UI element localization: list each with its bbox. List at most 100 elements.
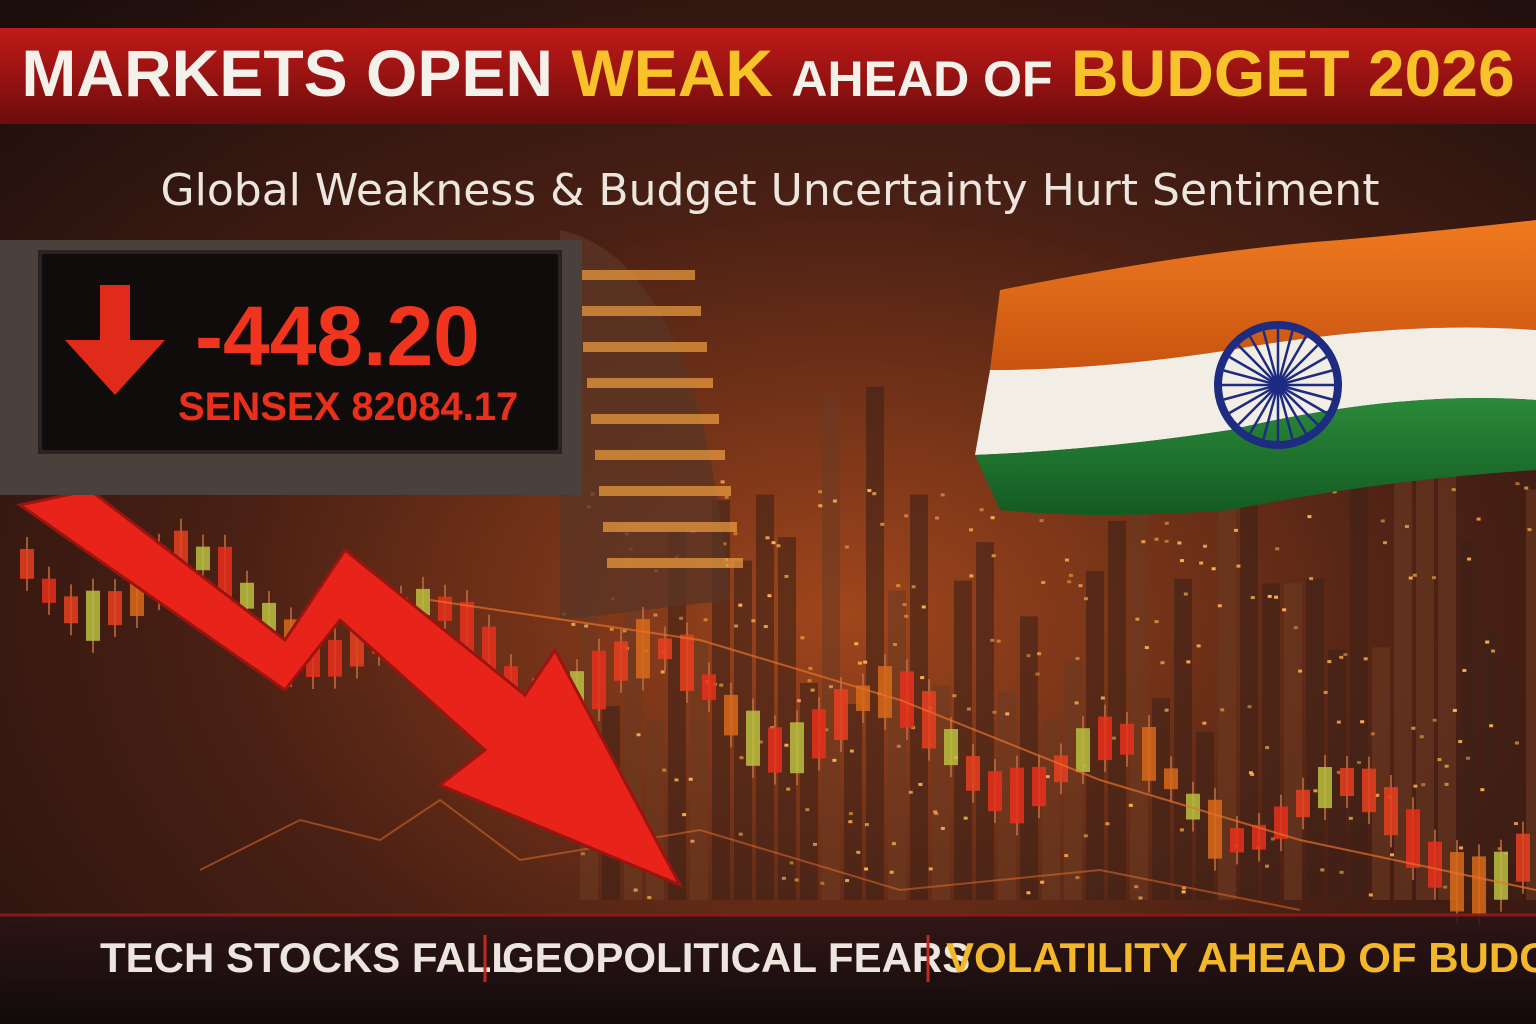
window-light [1154,537,1159,541]
floor-band [575,270,695,280]
window-light [1432,576,1437,580]
window-light [911,585,916,589]
window-light [1041,581,1046,585]
window-light [1465,756,1470,760]
window-light [1074,701,1079,705]
window-light [767,594,772,598]
chakra-spoke [1228,355,1279,387]
skyline-block [1130,461,1148,900]
window-light [1217,604,1222,608]
window-light [935,516,940,520]
window-light [622,629,627,633]
window-light [1154,620,1159,624]
floor-band [591,414,719,424]
candle-body [922,691,936,749]
skyline-block [1086,571,1104,900]
window-light [904,614,909,618]
candle-body [328,639,342,677]
candle-body [1296,789,1310,818]
window-light [818,504,823,508]
skyline-block [1174,578,1192,900]
window-light [921,605,926,609]
ticker-index: SENSEX 82084.17 [178,385,518,429]
window-light [1282,608,1287,612]
window-light [1419,735,1424,739]
window-light [832,499,837,503]
candle-body [1450,852,1464,912]
candle-body [108,591,122,626]
skyline-block [822,393,840,900]
candle-body [878,666,892,718]
window-light [1451,488,1456,492]
window-light [1514,741,1519,745]
window-light [966,707,971,711]
window-light [789,861,794,865]
window-light [688,777,693,781]
chakra-spoke [1237,384,1279,426]
window-light [979,508,984,512]
window-light [1413,784,1418,788]
candle-body [1274,806,1288,840]
window-light [1035,672,1040,676]
window-light [1068,573,1073,577]
window-light [1275,547,1280,551]
window-light [824,728,829,732]
window-light [872,492,877,496]
ticker-change: -448.20 [195,289,480,383]
skyline-block [1218,491,1236,900]
window-light [828,685,833,689]
window-light [1064,558,1069,562]
window-light [848,812,853,816]
window-light [918,782,923,786]
window-light [1183,592,1188,596]
window-light [896,744,901,748]
skyline-block [1328,649,1346,900]
window-light [800,636,805,640]
window-light [1141,540,1146,544]
chakra-spoke [1277,383,1333,401]
window-light [633,888,638,892]
candle-body [1164,768,1178,790]
window-light [1443,885,1448,889]
window-light [1408,576,1413,580]
candle-body [1252,824,1266,850]
skyline-block [1394,423,1412,900]
title-part: MARKETS OPEN [21,36,553,110]
window-light [682,813,687,817]
candle-body [1098,716,1112,761]
window-light [940,493,945,497]
candle-body [768,727,782,773]
title-part: AHEAD OF [791,51,1052,107]
candle-body [1384,787,1398,836]
window-light [1248,771,1253,775]
candle-body [1516,833,1530,882]
skyline-block [756,494,774,900]
skyline-block [734,560,752,900]
window-light [996,639,1001,643]
window-light [751,619,756,623]
window-light [724,495,729,499]
candle-body [1318,767,1332,809]
window-light [845,879,850,883]
india-flag [975,220,1536,515]
skyline-block [1416,397,1434,900]
window-light [1026,891,1031,895]
window-light [580,852,585,856]
window-light [1527,528,1532,532]
window-light [1250,773,1255,777]
window-light [1186,660,1191,664]
window-light [969,528,974,532]
window-light [660,670,665,674]
window-light [808,666,813,670]
window-light [1370,732,1375,736]
window-light [1309,577,1314,581]
candle-body [1142,727,1156,781]
window-light [1513,822,1518,826]
candle-body [1208,799,1222,859]
window-light [969,574,974,578]
chakra-spoke [1228,383,1279,415]
window-light [734,624,739,628]
chakra-spoke [1277,383,1328,415]
candle-body [196,546,210,571]
window-light [1412,573,1417,577]
